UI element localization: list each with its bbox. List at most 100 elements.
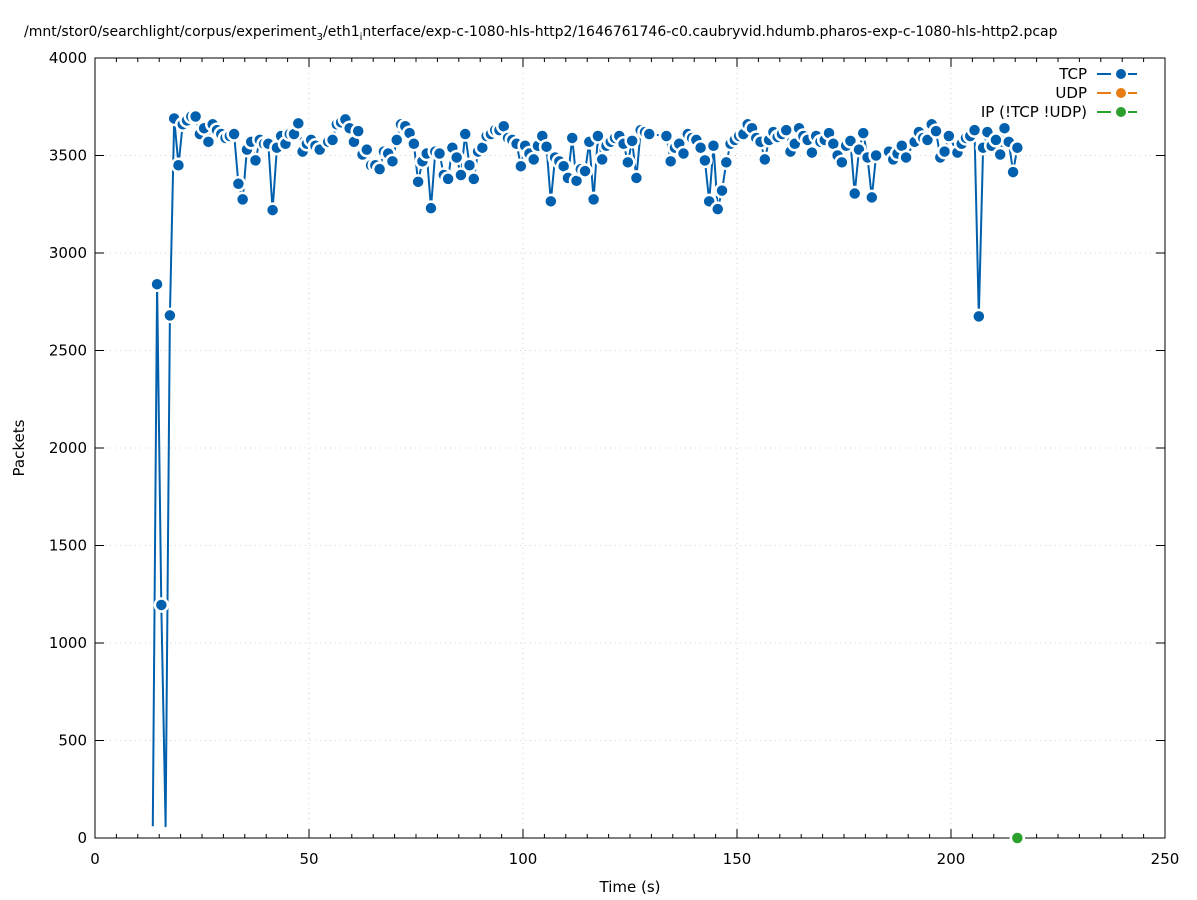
series-0-point [757,151,773,168]
y-tick-label: 4000 [49,49,87,67]
y-tick-label: 500 [58,732,87,750]
series-0-point [440,171,456,187]
axis-ticks: 0 500 1000 1500 2000 2500 3000 3500 4000 0 50 100 15… [49,49,1180,868]
series-0-point [153,597,170,613]
series-0-point [628,170,645,186]
series-0-point [234,191,251,208]
y-tick-label: 0 [77,829,87,847]
series-0-point [778,122,794,138]
series-0-point [264,202,281,218]
series-0-point [714,182,730,199]
series-0-point [384,153,401,170]
series-0-point [371,161,388,177]
series-0-point [624,133,640,149]
series-0-point [410,174,426,190]
series-0-point [641,126,658,142]
legend-label: TCP [1058,65,1087,83]
series-0-point [971,308,987,325]
data-series [149,108,1026,846]
legend-marker [1114,67,1128,81]
series-0-point [718,154,735,171]
series-0-point [290,115,307,132]
series-0-point [594,151,610,168]
series-0-point [423,200,439,216]
series-0-point [543,193,559,210]
chart-title: /mnt/stor0/searchlight/corpus/experiment… [24,24,1058,43]
series-0-point [864,189,880,206]
series-0-point [1005,164,1021,180]
series-0-point [992,146,1008,163]
series-0-point [936,143,953,160]
series-0-point [162,307,178,324]
x-tick-label: 0 [90,850,100,868]
series-0-point [359,141,375,158]
series-0-point [692,139,709,156]
series-0-point [658,128,675,144]
series-0-point [928,123,944,139]
series-0-point [585,191,602,208]
y-tick-label: 2500 [49,342,87,360]
series-0-point [170,157,187,173]
series-2-point [1009,830,1026,846]
series-0-point [577,163,593,179]
series-0-point [804,144,820,161]
y-tick-label: 3000 [49,244,87,262]
title-subscript-1: 3 [317,32,323,43]
series-0-point [513,158,529,174]
series-0-point [538,138,555,155]
series-0-point [846,185,863,202]
title-part-3: nterface/exp-c-1080-hls-http2/1646761746… [362,24,1057,40]
series-0-point [705,138,722,154]
title-subscript-2: i [360,32,363,43]
series-0-point [324,132,341,148]
series-0-point [448,149,465,166]
series-0-point [941,128,957,144]
title-part-1: /mnt/stor0/searchlight/corpus/experiment [24,24,317,40]
legend-label: IP (!TCP !UDP) [981,103,1087,121]
series-0-point [525,151,542,168]
series-0-point [466,171,482,187]
series-0-point [226,126,242,142]
series-0-point [461,157,478,173]
series-0-point [966,122,983,138]
series-0-point [590,128,606,144]
x-tick-label: 200 [937,850,966,868]
series-0-point [709,201,726,217]
x-axis-label: Time (s) [599,878,661,896]
series-0-point [564,130,580,146]
legend-marker [1114,86,1128,100]
series-0-point [834,154,850,171]
series-0-point [457,126,473,142]
title-part-2: /eth1 [323,24,360,40]
series-0-point [662,153,679,170]
series-0-point [187,108,204,125]
series-0-line [151,115,1019,828]
legend-marker [1114,105,1128,119]
x-tick-label: 50 [299,850,318,868]
y-tick-label: 1500 [49,537,87,555]
x-tick-label: 100 [509,850,538,868]
series-0-point [230,176,247,192]
grid [95,58,1165,838]
series-0-point [149,276,165,292]
series-0-point [431,145,448,162]
y-tick-label: 3500 [49,147,87,165]
series-0-point [388,132,405,148]
legend-label: UDP [1055,84,1087,102]
series-0-point [868,147,884,164]
x-tick-label: 150 [723,850,752,868]
x-tick-label: 250 [1151,850,1180,868]
series-0-point [406,136,422,152]
plot-frame [94,57,1166,839]
series-0-point [697,152,713,169]
series-0-point [675,145,692,162]
series-0-point [996,120,1013,136]
series-0-point [247,152,264,169]
series-0-point [350,123,366,139]
series-0-point [988,132,1004,148]
y-axis-label: Packets [10,419,28,476]
series-0-point [898,149,914,166]
series-0-point [1009,139,1026,156]
